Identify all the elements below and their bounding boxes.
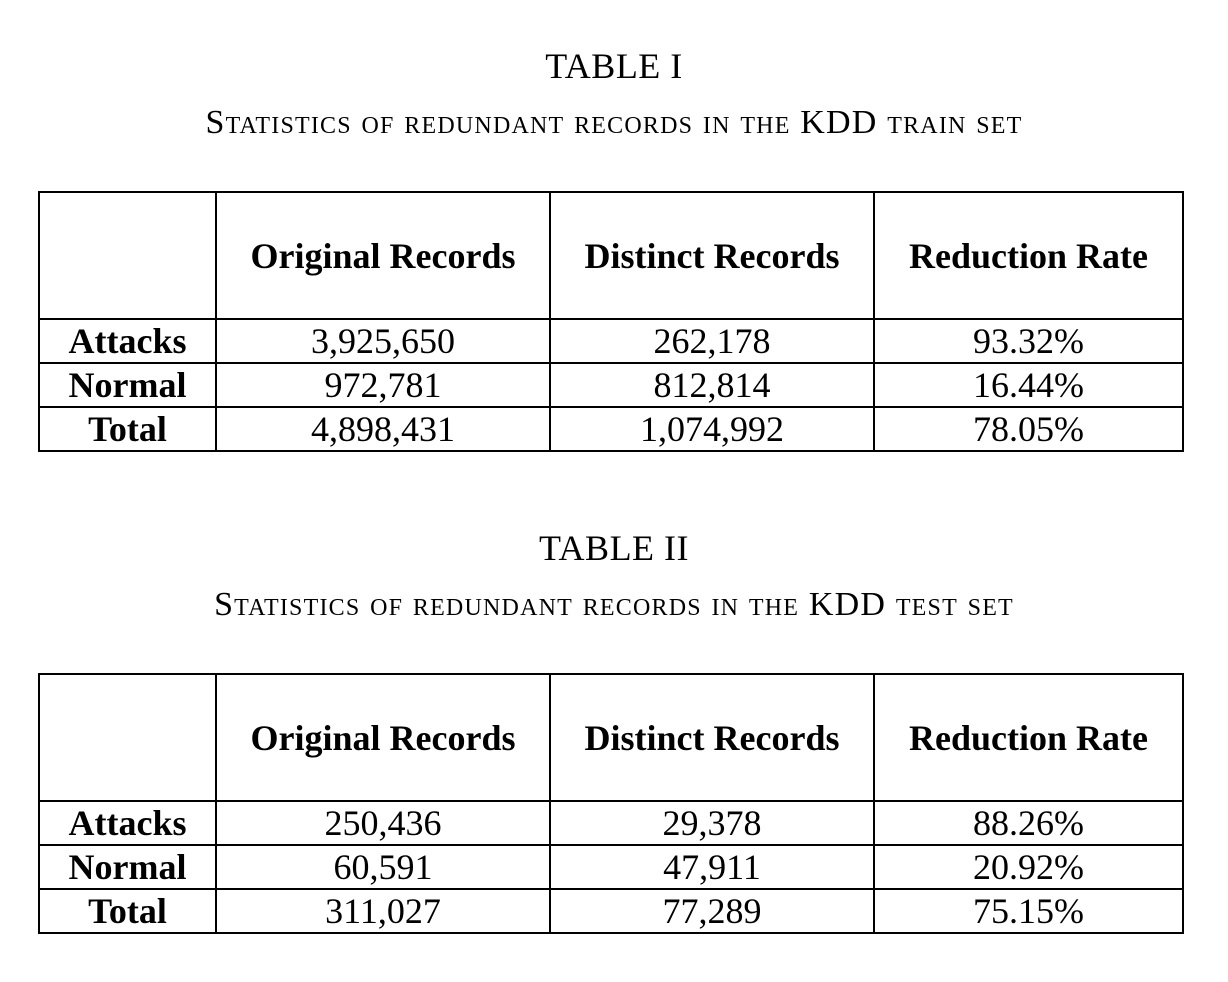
table-1-corner-cell (38, 191, 217, 320)
cell-original: 972,781 (215, 362, 551, 408)
row-label: Total (38, 888, 217, 934)
table-row: Attacks 250,436 29,378 88.26% (38, 800, 1184, 846)
cell-rate: 93.32% (873, 318, 1184, 364)
table-1-header-row: Original Records Distinct Records Reduct… (38, 191, 1184, 320)
table-1-caption: Statistics of redundant records in the K… (205, 104, 1023, 141)
table-1-col-rate: Reduction Rate (873, 191, 1184, 320)
table-row: Normal 972,781 812,814 16.44% (38, 362, 1184, 408)
row-label: Normal (38, 362, 217, 408)
table-1-col-original: Original Records (215, 191, 551, 320)
table-2-number: TABLE II (538, 528, 690, 568)
row-label: Normal (38, 844, 217, 890)
table-2-header-row: Original Records Distinct Records Reduct… (38, 673, 1184, 802)
table-2: Original Records Distinct Records Reduct… (38, 673, 1184, 934)
table-row: Total 4,898,431 1,074,992 78.05% (38, 406, 1184, 452)
cell-rate: 78.05% (873, 406, 1184, 452)
table-1-block: TABLE I Statistics of redundant records … (0, 44, 1228, 452)
table-2-col-rate: Reduction Rate (873, 673, 1184, 802)
cell-rate: 16.44% (873, 362, 1184, 408)
cell-distinct: 812,814 (549, 362, 875, 408)
cell-distinct: 47,911 (549, 844, 875, 890)
table-2-corner-cell (38, 673, 217, 802)
cell-distinct: 77,289 (549, 888, 875, 934)
table-1: Original Records Distinct Records Reduct… (38, 191, 1184, 452)
table-row: Normal 60,591 47,911 20.92% (38, 844, 1184, 890)
table-1-number: TABLE I (545, 46, 683, 86)
table-2-block: TABLE II Statistics of redundant records… (0, 526, 1228, 934)
row-label: Attacks (38, 800, 217, 846)
cell-original: 4,898,431 (215, 406, 551, 452)
cell-distinct: 262,178 (549, 318, 875, 364)
cell-rate: 75.15% (873, 888, 1184, 934)
table-row: Total 311,027 77,289 75.15% (38, 888, 1184, 934)
cell-original: 60,591 (215, 844, 551, 890)
cell-original: 250,436 (215, 800, 551, 846)
table-2-col-original: Original Records (215, 673, 551, 802)
table-row: Attacks 3,925,650 262,178 93.32% (38, 318, 1184, 364)
cell-original: 311,027 (215, 888, 551, 934)
cell-rate: 20.92% (873, 844, 1184, 890)
cell-rate: 88.26% (873, 800, 1184, 846)
cell-distinct: 1,074,992 (549, 406, 875, 452)
row-label: Total (38, 406, 217, 452)
cell-distinct: 29,378 (549, 800, 875, 846)
row-label: Attacks (38, 318, 217, 364)
table-2-caption: Statistics of redundant records in the K… (214, 586, 1014, 623)
cell-original: 3,925,650 (215, 318, 551, 364)
table-1-col-distinct: Distinct Records (549, 191, 875, 320)
table-2-col-distinct: Distinct Records (549, 673, 875, 802)
